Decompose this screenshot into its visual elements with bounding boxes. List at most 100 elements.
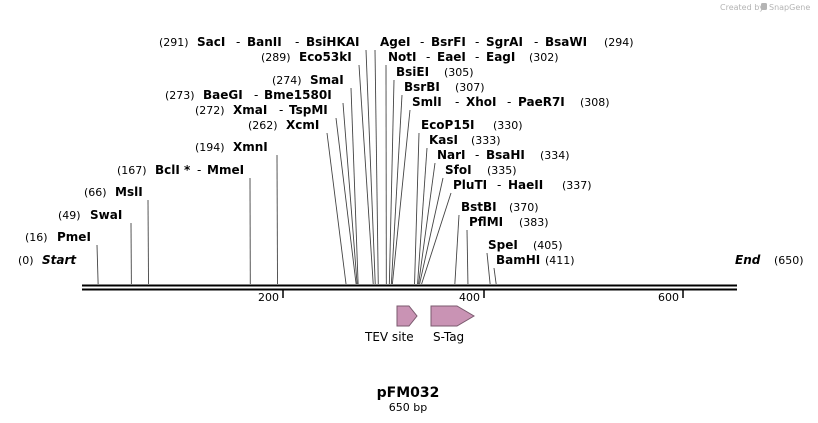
site-nari-separator: - [475, 148, 479, 162]
connector-nari [418, 162, 436, 285]
site-pmei-pos: (16) [25, 231, 48, 244]
site-swai-name[interactable]: SwaI [90, 208, 122, 222]
site-smli-separator: - [455, 95, 459, 109]
site-banii-name[interactable]: BanII [247, 35, 282, 49]
site-start-pos: (0) [18, 254, 34, 267]
s-tag-arrow-icon[interactable] [430, 305, 475, 327]
site-sfoi-name[interactable]: SfoI [445, 163, 472, 177]
connector-bsiei [388, 79, 395, 285]
connector-msli [147, 199, 149, 285]
site-xmai-name[interactable]: XmaI [233, 103, 267, 117]
site-connectors [96, 49, 497, 285]
dna-backbone [82, 284, 737, 291]
site-spei-name[interactable]: SpeI [488, 238, 518, 252]
site-bcli-pos: (167) [117, 164, 147, 177]
site-kasi-name[interactable]: KasI [429, 133, 458, 147]
site-tspmi-name[interactable]: TspMI [289, 103, 328, 117]
site-xcmi-pos: (262) [248, 119, 278, 132]
site-saci-separator: - [236, 35, 240, 49]
site-paer7i-name[interactable]: PaeR7I [518, 95, 565, 109]
connector-bamhi [493, 267, 497, 285]
site-bsrfi-name[interactable]: BsrFI [431, 35, 466, 49]
site-bsahi-pos: (334) [540, 149, 570, 162]
feature-s-tag[interactable]: S-Tag [430, 305, 475, 344]
site-xcmi-name[interactable]: XcmI [286, 118, 319, 132]
site-smai-name[interactable]: SmaI [310, 73, 344, 87]
site-smli-name[interactable]: SmlI [412, 95, 442, 109]
ruler: 200 400 600 [258, 290, 684, 304]
site-paer7i-pos: (308) [580, 96, 610, 109]
site-bme1580i-name[interactable]: Bme1580I [264, 88, 332, 102]
site-xhoi-name[interactable]: XhoI [466, 95, 497, 109]
site-bstbi-name[interactable]: BstBI [461, 200, 497, 214]
tick-label-200: 200 [258, 291, 279, 304]
site-baegi-pos: (273) [165, 89, 195, 102]
connector-bstbi [454, 214, 460, 285]
site-haeii-name[interactable]: HaeII [508, 178, 543, 192]
connector-kasi [417, 147, 428, 285]
site-pluti-separator: - [497, 178, 501, 192]
site-start-name[interactable]: Start [42, 253, 77, 267]
site-mmei-name[interactable]: MmeI [207, 163, 244, 177]
site-xmai-separator: - [279, 103, 283, 117]
snapgene-logo-icon [761, 3, 767, 10]
site-eaei-separator: - [475, 50, 479, 64]
connector-bsrbi [390, 94, 403, 285]
site-bstbi-pos: (370) [509, 201, 539, 214]
site-eco53ki-pos: (289) [261, 51, 291, 64]
feature-tev-site[interactable]: TEV site [364, 305, 418, 344]
connector-sfoi [419, 177, 444, 285]
connector-agei [374, 49, 379, 285]
site-sgrai-separator: - [534, 35, 538, 49]
site-xmni-pos: (194) [195, 141, 225, 154]
site-eaei-name[interactable]: EaeI [437, 50, 466, 64]
site-agei-separator: - [420, 35, 424, 49]
site-end-name[interactable]: End [735, 253, 761, 267]
site-sfoi-pos: (335) [487, 164, 517, 177]
connector-saci [365, 49, 376, 285]
site-bsawi-pos: (294) [604, 36, 634, 49]
site-swai-pos: (49) [58, 209, 81, 222]
site-eagi-name[interactable]: EagI [486, 50, 515, 64]
site-pluti-name[interactable]: PluTI [453, 178, 487, 192]
credit-brand: SnapGene [769, 3, 810, 12]
site-baegi-name[interactable]: BaeGI [203, 88, 243, 102]
site-xhoi-separator: - [507, 95, 511, 109]
site-smai-pos: (274) [272, 74, 302, 87]
site-baegi-separator: - [254, 88, 258, 102]
site-noti-name[interactable]: NotI [388, 50, 417, 64]
connector-pmei [96, 244, 99, 285]
connector-xcmi [326, 132, 347, 285]
site-kasi-pos: (333) [471, 134, 501, 147]
site-pmei-name[interactable]: PmeI [57, 230, 91, 244]
connector-spei [486, 252, 491, 285]
site-bslhkai-name[interactable]: BsiHKAI [306, 35, 360, 49]
site-nari-name[interactable]: NarI [437, 148, 466, 162]
site-bamhi-pos: (411) [545, 254, 575, 267]
site-bsrbi-name[interactable]: BsrBI [404, 80, 440, 94]
tick-label-400: 400 [459, 291, 480, 304]
tev-site-arrow-icon[interactable] [396, 305, 418, 327]
site-ecop15i-name[interactable]: EcoP15I [421, 118, 475, 132]
s-tag-label: S-Tag [433, 330, 464, 344]
site-sgrai-name[interactable]: SgrAI [486, 35, 523, 49]
site-xmni-name[interactable]: XmnI [233, 140, 268, 154]
site-xmai-pos: (272) [195, 104, 225, 117]
site-eco53ki-name[interactable]: Eco53kI [299, 50, 352, 64]
site-ecop15i-pos: (330) [493, 119, 523, 132]
site-bsiei-name[interactable]: BsiEI [396, 65, 429, 79]
site-saci-pos: (291) [159, 36, 189, 49]
site-bsahi-name[interactable]: BsaHI [486, 148, 525, 162]
site-saci-name[interactable]: SacI [197, 35, 225, 49]
site-bamhi-name[interactable]: BamHI [496, 253, 540, 267]
site-pflmi-name[interactable]: PflMI [469, 215, 503, 229]
site-bsrbi-pos: (307) [455, 81, 485, 94]
site-bcli-name[interactable]: BclI [155, 163, 180, 177]
credit-prefix: Created by [720, 3, 764, 12]
site-haeii-pos: (337) [562, 179, 592, 192]
site-bsawi-name[interactable]: BsaWI [545, 35, 587, 49]
plasmid-length: 650 bp [389, 401, 427, 414]
site-agei-name[interactable]: AgeI [380, 35, 410, 49]
site-msli-name[interactable]: MslI [115, 185, 143, 199]
